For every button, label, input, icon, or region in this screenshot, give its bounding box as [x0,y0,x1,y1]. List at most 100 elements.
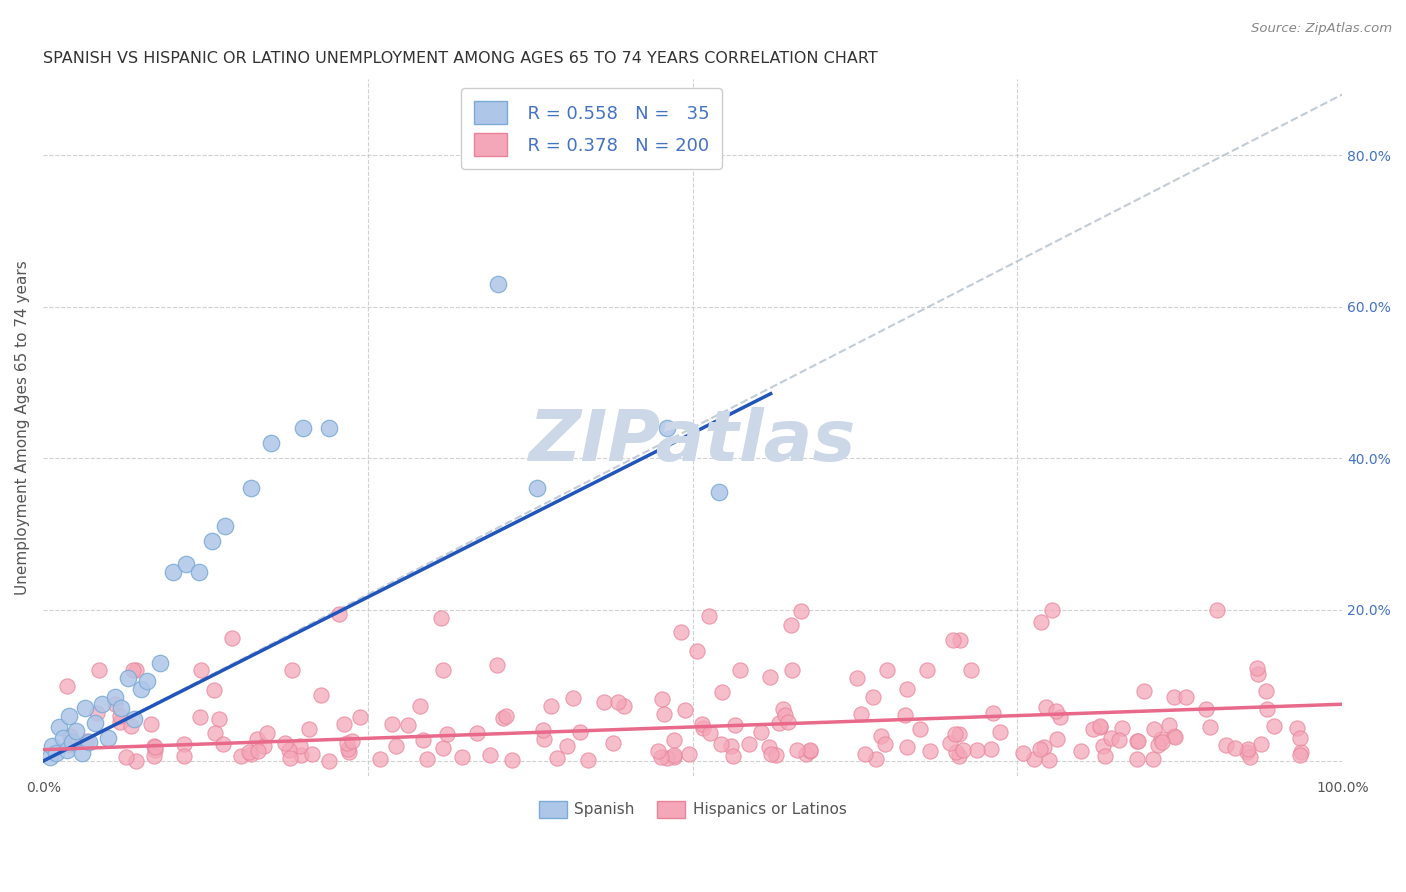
Point [125,663,148,677]
Point [136,674,159,689]
Point [728,663,751,677]
Point [765,748,787,763]
Point [949,633,972,648]
Point [540,698,562,713]
Point [70,747,93,761]
Point [1035,700,1057,714]
Point [311,688,333,702]
Point [1133,683,1156,698]
Point [948,749,970,764]
Point [430,611,453,625]
Point [301,747,323,762]
Point [229,749,252,764]
Point [1094,748,1116,763]
Point [465,726,488,740]
Point [780,617,803,632]
Point [45,747,67,761]
Point [247,744,270,758]
Point [686,643,709,657]
Point [86,706,108,720]
Point [761,747,783,761]
Point [1163,690,1185,704]
Point [673,703,696,717]
Point [412,733,434,747]
Point [240,481,263,495]
Point [97,731,120,746]
Point [1288,731,1310,745]
Point [720,739,742,753]
Point [607,695,630,709]
Point [1256,702,1278,716]
Point [55,742,77,756]
Point [1206,603,1229,617]
Point [495,709,517,723]
Point [89,663,111,677]
Point [1126,752,1149,766]
Point [894,707,917,722]
Point [723,749,745,764]
Point [651,692,673,706]
Point [173,749,195,764]
Point [710,685,733,699]
Point [613,698,636,713]
Point [1254,684,1277,698]
Point [1126,734,1149,748]
Point [385,739,408,754]
Point [669,625,692,640]
Point [678,747,700,761]
Point [758,740,780,755]
Point [799,744,821,758]
Point [948,727,970,741]
Point [478,747,501,762]
Point [349,710,371,724]
Point [104,690,127,704]
Point [501,753,523,767]
Point [188,565,211,579]
Point [1163,730,1185,744]
Point [162,565,184,579]
Point [592,695,614,709]
Point [657,750,679,764]
Point [48,720,70,734]
Point [960,663,983,677]
Point [292,421,315,435]
Point [143,743,166,757]
Point [211,737,233,751]
Point [707,485,730,500]
Point [846,671,869,685]
Point [122,712,145,726]
Point [1029,742,1052,756]
Point [240,747,263,762]
Point [786,743,808,757]
Point [492,711,515,725]
Point [561,691,583,706]
Point [120,719,142,733]
Point [775,708,797,723]
Point [340,734,363,748]
Point [145,740,167,755]
Point [647,744,669,758]
Point [799,742,821,756]
Point [380,716,402,731]
Point [870,729,893,743]
Point [789,604,811,618]
Point [149,656,172,670]
Point [758,670,780,684]
Point [52,731,75,746]
Point [737,737,759,751]
Point [1146,738,1168,752]
Point [1031,615,1053,629]
Point [188,709,211,723]
Point [692,721,714,735]
Point [654,707,676,722]
Point [1022,751,1045,765]
Point [1239,750,1261,764]
Point [337,741,360,756]
Point [749,725,772,739]
Point [917,663,939,677]
Point [143,739,166,753]
Point [650,750,672,764]
Point [56,680,79,694]
Point [1042,603,1064,617]
Point [214,519,236,533]
